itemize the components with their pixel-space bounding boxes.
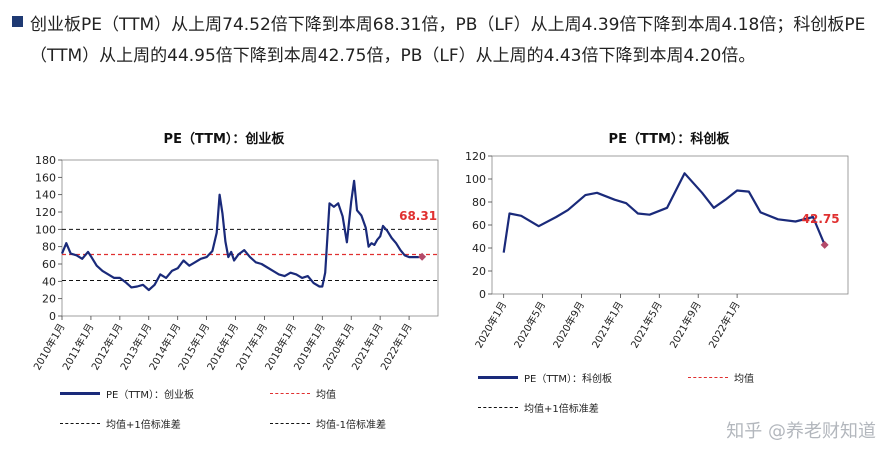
legend-item: 均值 bbox=[270, 386, 336, 401]
legend-swatch bbox=[60, 423, 100, 424]
legend-item: 均值 bbox=[688, 370, 754, 385]
y-tick-label: 0 bbox=[479, 288, 486, 301]
chart-panel-gem: PE（TTM）：创业板 0 20 40 60 80 100 120 140 160 180 2010… bbox=[0, 118, 448, 453]
legend-item: 均值+1倍标准差 bbox=[478, 400, 599, 415]
chart-title: PE（TTM）：创业板 bbox=[163, 132, 285, 147]
legend-swatch bbox=[270, 393, 310, 394]
y-tick-label: 120 bbox=[35, 206, 56, 219]
y-tick-label: 20 bbox=[472, 265, 486, 278]
y-tick-label: 180 bbox=[35, 154, 56, 167]
legend-label: PE（TTM）：科创板 bbox=[524, 374, 613, 385]
y-tick-label: 0 bbox=[49, 310, 56, 323]
y-tick-label: 140 bbox=[35, 189, 56, 202]
x-tick-label: 2022年1月 bbox=[706, 299, 743, 350]
last-value-label: 42.75 bbox=[802, 212, 840, 226]
legend-item: PE（TTM）：科创板 bbox=[478, 370, 612, 385]
plot-frame bbox=[61, 159, 439, 317]
last-value-label: 68.31 bbox=[399, 209, 437, 223]
legend-item: 均值-1倍标准差 bbox=[270, 416, 386, 431]
y-tick-label: 60 bbox=[472, 219, 486, 232]
x-tick-label: 2020年5月 bbox=[511, 299, 548, 350]
y-tick-label: 100 bbox=[465, 173, 486, 186]
y-tick-label: 80 bbox=[42, 241, 56, 254]
legend-label: 均值-1倍标准差 bbox=[316, 420, 386, 431]
legend-item: 均值+1倍标准差 bbox=[60, 416, 181, 431]
y-tick-label: 20 bbox=[42, 293, 56, 306]
y-tick-label: 100 bbox=[35, 223, 56, 236]
legend-swatch bbox=[60, 392, 100, 395]
y-tick-label: 40 bbox=[42, 275, 56, 288]
y-tick-label: 160 bbox=[35, 171, 56, 184]
legend-label: 均值 bbox=[316, 390, 336, 401]
x-tick-label: 2021年9月 bbox=[667, 299, 704, 350]
watermark-text: 知乎 @养老财知道 bbox=[726, 421, 876, 442]
y-tick-label: 60 bbox=[42, 258, 56, 271]
chart-svg-gem: 0204060801001201401601802010年1月2011年1月20… bbox=[30, 154, 439, 372]
legend-label: 均值 bbox=[734, 374, 754, 385]
x-tick-label: 2021年1月 bbox=[589, 299, 626, 350]
legend-swatch bbox=[478, 376, 518, 379]
chart-title: PE（TTM）：科创板 bbox=[608, 132, 730, 147]
last-point-marker bbox=[820, 240, 829, 249]
y-tick-label: 40 bbox=[472, 242, 486, 255]
bullet-square-icon bbox=[12, 16, 23, 27]
legend-item: PE（TTM）：创业板 bbox=[60, 386, 194, 401]
y-tick-label: 120 bbox=[465, 150, 486, 163]
legend-swatch bbox=[478, 407, 518, 408]
last-point-marker bbox=[418, 252, 427, 261]
legend-label: 均值+1倍标准差 bbox=[106, 420, 181, 431]
legend-swatch bbox=[270, 423, 310, 424]
series-line bbox=[502, 172, 826, 253]
plot-frame bbox=[491, 155, 849, 295]
y-tick-label: 80 bbox=[472, 196, 486, 209]
legend-label: PE（TTM）：创业板 bbox=[106, 390, 195, 401]
series-line bbox=[60, 179, 423, 292]
legend-swatch bbox=[688, 377, 728, 378]
x-tick-label: 2021年5月 bbox=[628, 299, 665, 350]
x-tick-label: 2020年1月 bbox=[472, 299, 509, 350]
chart-panel-star: PE（TTM）：科创板 0 20 40 60 80 100 120 2020年1月 2020年5… bbox=[448, 118, 890, 453]
x-tick-label: 2020年9月 bbox=[550, 299, 587, 350]
summary-text: 创业板PE（TTM）从上周74.52倍下降到本周68.31倍，PB（LF）从上周… bbox=[30, 15, 866, 66]
legend-label: 均值+1倍标准差 bbox=[524, 404, 599, 415]
